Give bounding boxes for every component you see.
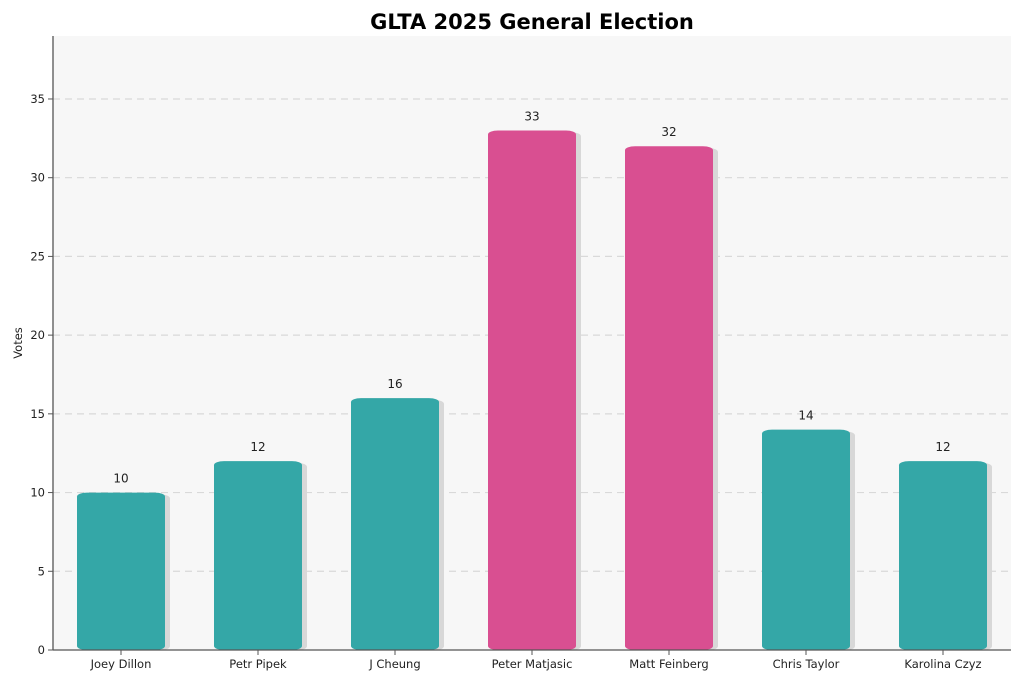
bar (625, 146, 713, 650)
x-tick-label: Peter Matjasic (492, 657, 573, 671)
x-tick-label: J Cheung (368, 657, 420, 671)
bar (77, 492, 165, 650)
bar (351, 398, 439, 650)
y-tick-label: 30 (30, 171, 45, 185)
y-tick-label: 5 (38, 564, 45, 578)
y-tick-label: 15 (30, 407, 45, 421)
x-tick-label: Chris Taylor (773, 657, 840, 671)
x-tick-label: Matt Feinberg (629, 657, 708, 671)
y-tick-label: 0 (38, 643, 45, 657)
bar (762, 429, 850, 650)
y-axis-label: Votes (11, 327, 25, 359)
axes: 0 5 10 15 20 25 30 35 Joey Dillon Petr Pipek J Che… (30, 36, 1011, 671)
y-tick-label: 10 (30, 486, 45, 500)
bar (488, 130, 576, 650)
data-label: 12 (935, 440, 950, 454)
data-labels: 10 12 16 33 32 14 12 (113, 109, 950, 485)
data-label: 32 (661, 125, 676, 139)
chart-title: GLTA 2025 General Election (370, 10, 694, 34)
y-tick-label: 20 (30, 328, 45, 342)
x-tick-label: Petr Pipek (229, 657, 287, 671)
bar (899, 461, 987, 650)
y-tick-label: 35 (30, 92, 45, 106)
bars (77, 130, 992, 650)
y-tick-label: 25 (30, 249, 45, 263)
data-label: 33 (524, 109, 539, 123)
x-tick-label: Karolina Czyz (904, 657, 981, 671)
data-label: 12 (250, 440, 265, 454)
data-label: 14 (798, 409, 813, 423)
data-label: 10 (113, 472, 128, 486)
x-tick-label: Joey Dillon (90, 657, 152, 671)
data-label: 16 (387, 377, 402, 391)
bar (214, 461, 302, 650)
